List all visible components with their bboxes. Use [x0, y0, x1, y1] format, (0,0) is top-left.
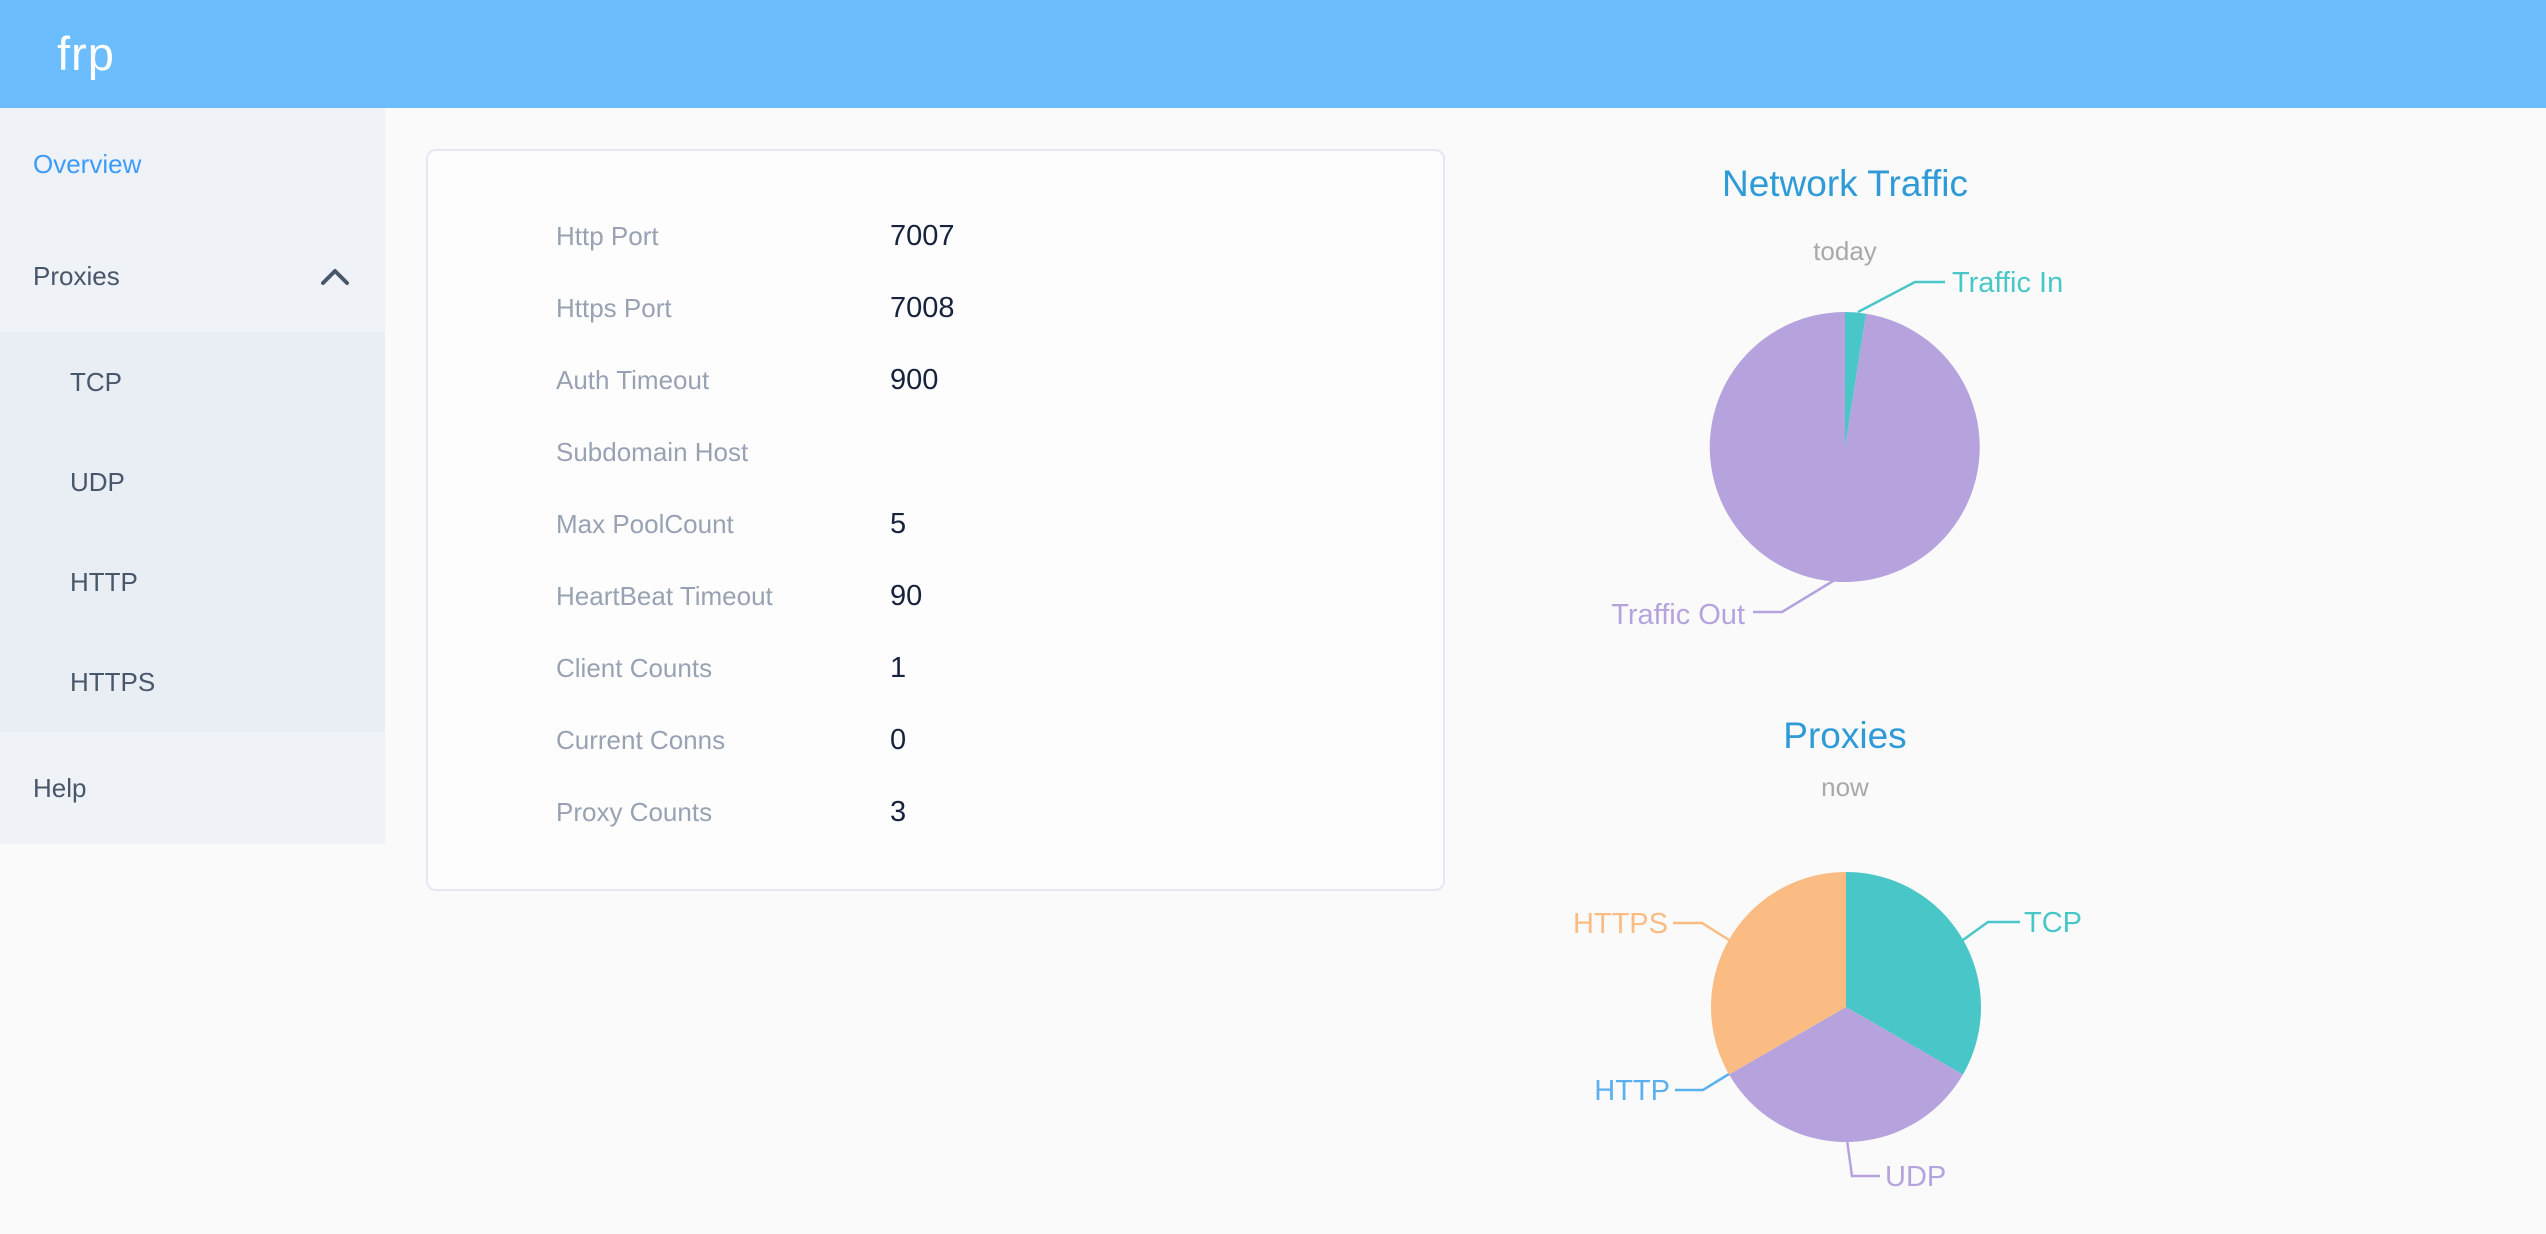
config-value: 7007 [890, 219, 955, 252]
sidebar-item-tcp[interactable]: TCP [0, 332, 385, 432]
server-config-card: Http Port 7007 Https Port 7008 Auth Time… [426, 149, 1445, 891]
pie-slice-udp[interactable] [1729, 1007, 1963, 1142]
config-row-heartbeat-timeout: HeartBeat Timeout 90 [428, 560, 1443, 632]
sidebar: Overview Proxies TCP UDP HTTP HTTPS Help [0, 108, 385, 844]
config-value: 90 [890, 579, 923, 612]
config-value: 5 [890, 507, 907, 540]
config-label: Http Port [556, 220, 659, 251]
pie-label-https: HTTPS [1573, 908, 1668, 940]
config-row-current-conns: Current Conns 0 [428, 704, 1443, 776]
config-value: 0 [890, 723, 907, 756]
pie-label-udp: UDP [1885, 1161, 1946, 1193]
chart-title-network-traffic: Network Traffic [1722, 163, 1968, 204]
config-row-auth-timeout: Auth Timeout 900 [428, 344, 1443, 416]
config-value: 900 [890, 363, 939, 396]
chart-subtitle-proxies: now [1821, 772, 1869, 802]
pie-slice-https[interactable] [1711, 872, 1846, 1075]
sidebar-item-overview[interactable]: Overview [0, 108, 385, 220]
pie-slice-tcp[interactable] [1846, 872, 1981, 1075]
pie-label-tcp: TCP [2024, 907, 2082, 939]
sidebar-item-label: Overview [33, 149, 142, 179]
config-label: Https Port [556, 292, 672, 323]
chart-subtitle-network-traffic: today [1813, 236, 1877, 266]
pie-slice-traffic-in[interactable] [1845, 312, 1867, 447]
proxies-submenu: TCP UDP HTTP HTTPS [0, 332, 385, 732]
config-value: 1 [890, 651, 907, 684]
pie-leader-https [1673, 921, 1730, 942]
config-value: 3 [890, 795, 907, 828]
config-label: Proxy Counts [556, 796, 713, 827]
config-row-subdomain-host: Subdomain Host [428, 416, 1443, 488]
config-label: Subdomain Host [556, 436, 749, 467]
app-header: frp [0, 0, 2546, 108]
pie-leader-http [1675, 1072, 1730, 1092]
config-row-max-poolcount: Max PoolCount 5 [428, 488, 1443, 560]
chevron-up-icon [321, 269, 349, 285]
config-label: Max PoolCount [556, 508, 734, 539]
sidebar-item-proxies[interactable]: Proxies [0, 220, 385, 332]
sidebar-item-https[interactable]: HTTPS [0, 632, 385, 732]
pie-leader-udp [1845, 1139, 1880, 1178]
pie-label-traffic-out: Traffic Out [1611, 599, 1745, 631]
config-row-https-port: Https Port 7008 [428, 272, 1443, 344]
config-label: Client Counts [556, 652, 713, 683]
config-value: 7008 [890, 291, 955, 324]
frp-logo: frp [57, 27, 115, 80]
pie-leader-tcp [1962, 920, 2020, 942]
config-label: Auth Timeout [556, 364, 710, 395]
config-label: HeartBeat Timeout [556, 580, 773, 611]
sidebar-item-label: Help [33, 773, 87, 803]
pie-leader-traffic-in [1857, 280, 1945, 314]
pie-slice-traffic-out[interactable] [1709, 311, 1980, 582]
config-row-http-port: Http Port 7007 [428, 200, 1443, 272]
config-label: Current Conns [556, 724, 726, 755]
sidebar-item-label: HTTPS [70, 667, 156, 697]
config-row-proxy-counts: Proxy Counts 3 [428, 776, 1443, 848]
pie-leader-traffic-out [1753, 576, 1839, 614]
sidebar-item-label: TCP [70, 367, 122, 397]
config-row-client-counts: Client Counts 1 [428, 632, 1443, 704]
pie-label-traffic-in: Traffic In [1952, 267, 2063, 299]
sidebar-item-udp[interactable]: UDP [0, 432, 385, 532]
sidebar-item-label: Proxies [33, 261, 120, 291]
sidebar-item-label: HTTP [70, 567, 138, 597]
sidebar-item-http[interactable]: HTTP [0, 532, 385, 632]
chart-title-proxies: Proxies [1783, 715, 1906, 756]
sidebar-item-label: UDP [70, 467, 125, 497]
sidebar-item-help[interactable]: Help [0, 732, 385, 844]
pie-label-http: HTTP [1594, 1075, 1670, 1107]
